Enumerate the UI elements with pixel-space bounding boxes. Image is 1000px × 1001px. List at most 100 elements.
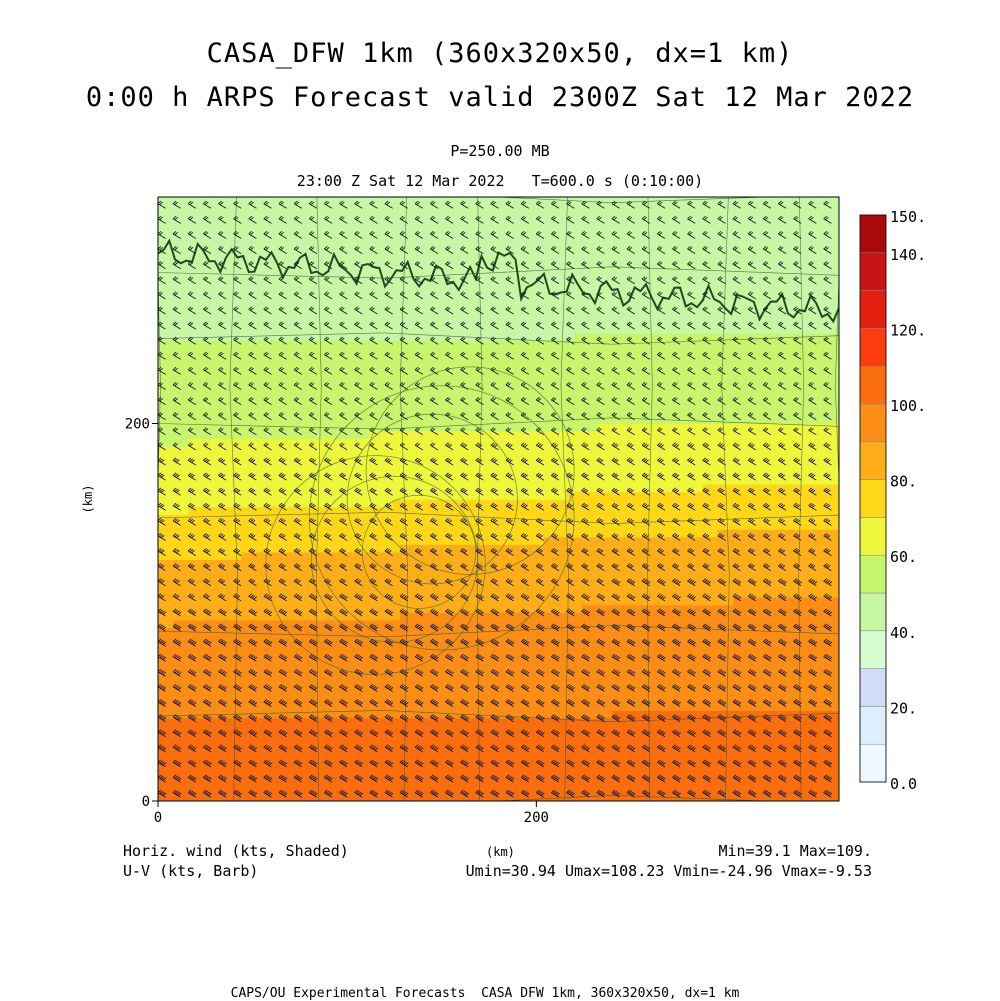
- field-cell: [422, 536, 431, 545]
- field-cell: [195, 506, 204, 515]
- field-cell: [392, 506, 401, 515]
- field-cell: [460, 461, 469, 470]
- field-cell: [566, 506, 575, 515]
- field-cell: [634, 763, 643, 772]
- field-cell: [248, 483, 257, 493]
- field-cell: [490, 778, 500, 787]
- field-cell: [165, 650, 174, 659]
- field-cell: [309, 702, 318, 711]
- field-cell: [619, 431, 628, 440]
- field-cell: [415, 687, 424, 696]
- field-cell: [831, 589, 839, 598]
- field-cell: [286, 400, 295, 409]
- field-cell: [778, 461, 787, 470]
- field-cell: [445, 521, 454, 530]
- field-cell: [279, 597, 288, 606]
- field-cell: [559, 680, 568, 689]
- field-cell: [468, 521, 477, 530]
- field-cell: [445, 710, 454, 719]
- field-cell: [657, 619, 666, 628]
- field-cell: [241, 491, 250, 500]
- field-cell: [407, 446, 416, 455]
- field-cell: [634, 740, 643, 749]
- field-cell: [672, 650, 681, 659]
- field-cell: [483, 506, 492, 515]
- field-cell: [445, 446, 454, 455]
- field-cell: [445, 461, 454, 470]
- field-cell: [521, 529, 530, 538]
- field-cell: [596, 544, 606, 553]
- field-cell: [657, 748, 666, 757]
- field-cell: [173, 551, 182, 560]
- field-cell: [453, 400, 462, 409]
- pressure-level-label: P=250.00 MB: [450, 142, 550, 160]
- field-cell: [551, 491, 560, 500]
- field-cell: [672, 566, 681, 576]
- field-cell: [740, 770, 749, 779]
- field-cell: [619, 491, 628, 500]
- field-cell: [521, 680, 530, 689]
- field-cell: [437, 710, 447, 719]
- field-cell: [354, 378, 363, 387]
- field-cell: [627, 672, 636, 681]
- field-cell: [808, 385, 817, 394]
- field-cell: [612, 521, 621, 530]
- field-cell: [362, 400, 371, 409]
- field-cell: [316, 710, 326, 719]
- field-cell: [627, 680, 636, 689]
- field-cell: [324, 665, 333, 674]
- field-cell: [347, 491, 356, 500]
- field-cell: [710, 582, 719, 591]
- field-cell: [233, 446, 242, 455]
- field-cell: [309, 514, 318, 523]
- field-cell: [672, 733, 681, 742]
- field-cell: [755, 423, 764, 432]
- field-cell: [664, 763, 674, 772]
- field-cell: [286, 770, 295, 779]
- field-cell: [339, 589, 348, 598]
- field-cell: [180, 453, 189, 462]
- field-cell: [445, 672, 454, 681]
- field-cell: [248, 627, 257, 636]
- field-cell: [279, 536, 288, 545]
- field-cell: [793, 521, 802, 530]
- field-cell: [271, 619, 280, 628]
- field-cell: [256, 582, 265, 591]
- field-cell: [506, 566, 515, 576]
- field-cell: [513, 612, 522, 621]
- field-cell: [831, 468, 839, 477]
- field-cell: [203, 483, 212, 493]
- field-cell: [271, 415, 280, 425]
- field-cell: [316, 453, 326, 462]
- field-cell: [294, 687, 303, 696]
- field-cell: [400, 551, 409, 560]
- field-cell: [400, 468, 409, 477]
- field-cell: [506, 634, 515, 644]
- field-cell: [354, 687, 363, 696]
- field-cell: [574, 687, 583, 696]
- field-cell: [339, 785, 348, 795]
- field-cell: [263, 725, 273, 734]
- field-cell: [233, 717, 242, 727]
- field-cell: [180, 733, 189, 742]
- field-cell: [596, 566, 606, 576]
- field-cell: [559, 657, 568, 666]
- field-cell: [733, 770, 742, 779]
- field-cell: [354, 521, 363, 530]
- field-cell: [286, 378, 295, 387]
- field-cell: [664, 710, 674, 719]
- field-cell: [301, 612, 310, 621]
- field-cell: [770, 619, 780, 628]
- field-cell: [332, 423, 341, 432]
- field-cell: [566, 499, 575, 508]
- field-cell: [672, 499, 681, 508]
- field-cell: [778, 423, 787, 432]
- field-cell: [664, 642, 674, 651]
- field-cell: [490, 665, 500, 674]
- field-cell: [362, 680, 371, 689]
- field-cell: [188, 566, 197, 576]
- field-cell: [407, 785, 416, 795]
- field-cell: [664, 468, 674, 477]
- field-cell: [354, 710, 363, 719]
- field-cell: [664, 770, 674, 779]
